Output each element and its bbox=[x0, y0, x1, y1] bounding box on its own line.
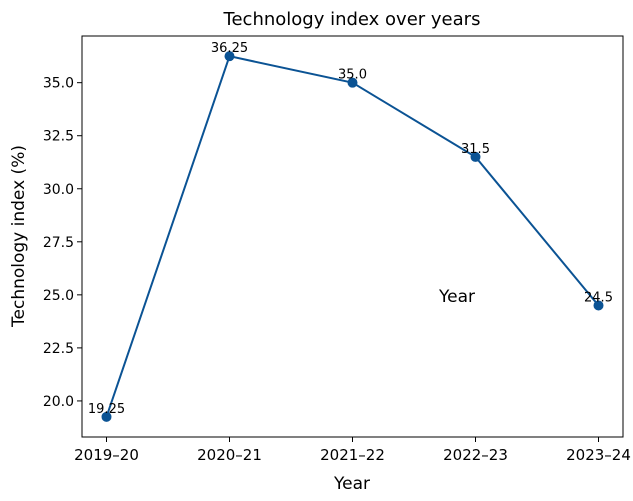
chart-title: Technology index over years bbox=[223, 9, 481, 30]
y-axis-label: Technology index (%) bbox=[9, 145, 29, 328]
x-axis-label: Year bbox=[333, 474, 370, 494]
chart-annotation-text: Year bbox=[438, 287, 475, 307]
data-point bbox=[101, 411, 112, 422]
data-point bbox=[347, 77, 358, 88]
data-label: 36.25 bbox=[211, 41, 248, 56]
x-tick-label: 2019–20 bbox=[74, 446, 139, 464]
x-axis-ticks: 2019–20 2020–21 2021–22 2022–23 2023–24 bbox=[74, 437, 631, 464]
data-point bbox=[470, 151, 481, 162]
data-label: 31.5 bbox=[461, 142, 490, 157]
y-tick-label: 30.0 bbox=[43, 182, 74, 198]
y-tick-label: 35.0 bbox=[43, 76, 74, 92]
data-label: 19.25 bbox=[88, 402, 125, 417]
x-tick-label: 2022–23 bbox=[443, 446, 508, 464]
data-labels-layer: 19.25 36.25 35.0 31.5 24.5 bbox=[88, 41, 613, 417]
data-label: 24.5 bbox=[584, 290, 613, 305]
y-tick-label: 22.5 bbox=[43, 341, 74, 357]
x-tick-label: 2023–24 bbox=[566, 446, 631, 464]
x-tick-label: 2020–21 bbox=[197, 446, 262, 464]
y-axis-ticks: 20.0 22.5 25.0 27.5 30.0 32.5 35.0 bbox=[43, 76, 82, 410]
series-line bbox=[105, 55, 600, 418]
data-label: 35.0 bbox=[338, 68, 367, 83]
y-tick-label: 20.0 bbox=[43, 394, 74, 410]
y-tick-label: 27.5 bbox=[43, 235, 74, 251]
y-tick-label: 25.0 bbox=[43, 288, 74, 304]
x-tick-label: 2021–22 bbox=[320, 446, 385, 464]
data-point bbox=[593, 300, 604, 311]
data-point bbox=[224, 51, 235, 62]
series-layer bbox=[101, 51, 604, 422]
y-tick-label: 32.5 bbox=[43, 129, 74, 145]
